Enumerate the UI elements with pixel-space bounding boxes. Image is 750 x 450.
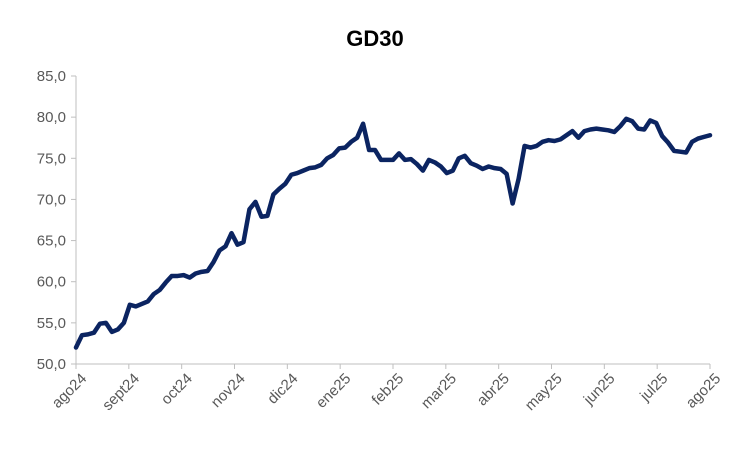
y-tick-label: 85,0 [37, 68, 66, 85]
x-tick-label: feb25 [369, 370, 408, 409]
x-tick-label: ago25 [683, 370, 725, 412]
series-line [73, 116, 713, 350]
x-tick-label: jun25 [580, 370, 619, 409]
y-tick-label: 65,0 [37, 233, 66, 250]
x-tick-label: mar25 [418, 370, 460, 412]
x-tick-label: nov24 [208, 370, 249, 411]
x-axis-ticks: ago24 sept24 oct24 nov24 dic24 ene25 feb25 mar2… [49, 364, 725, 414]
y-tick-label: 75,0 [37, 150, 66, 167]
x-tick-label: ene25 [313, 370, 355, 412]
x-tick-label: abr25 [474, 370, 513, 409]
chart-title: GD30 [346, 26, 404, 51]
y-tick-label: 50,0 [37, 356, 66, 373]
y-axis-ticks: 50,0 55,0 60,0 65,0 70,0 75,0 80,0 85,0 [37, 68, 76, 373]
x-tick-label: may25 [522, 370, 566, 414]
x-tick-label: oct24 [158, 370, 196, 408]
y-tick-label: 55,0 [37, 315, 66, 332]
x-tick-label: dic24 [264, 370, 301, 407]
y-tick-label: 70,0 [37, 191, 66, 208]
x-tick-label: ago24 [49, 370, 91, 412]
x-tick-label: sept24 [99, 370, 143, 414]
y-tick-label: 80,0 [37, 109, 66, 126]
y-tick-label: 60,0 [37, 274, 66, 291]
x-tick-label: jul25 [636, 370, 671, 405]
